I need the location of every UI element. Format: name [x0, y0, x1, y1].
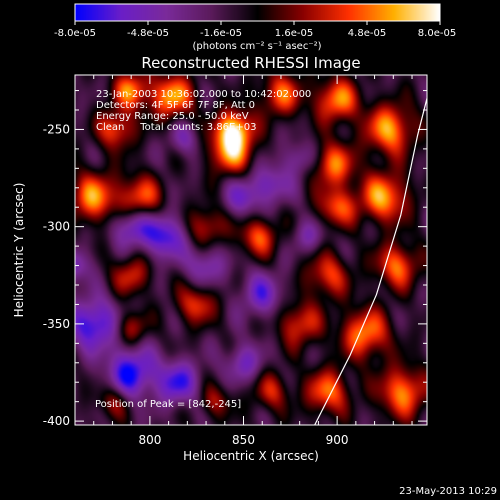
colorbar-ticks	[74, 21, 441, 25]
annotation-block: 23-Jan-2003 10:36:02.000 to 10:42:02.000…	[96, 89, 311, 133]
colorbar-gradient	[75, 4, 440, 21]
x-tick-label: 900	[326, 433, 349, 447]
x-tick-label: 850	[232, 433, 255, 447]
annotation-clean-counts: Clean Total counts: 3.86E+03	[96, 122, 256, 133]
annotation-detectors: Detectors: 4F 5F 6F 7F 8F, Att 0	[96, 100, 255, 111]
y-tick-label: -250	[43, 122, 70, 136]
heatmap-image	[75, 75, 427, 425]
colorbar-tick-label: -8.0e-05	[54, 28, 96, 39]
axis-ticks	[75, 75, 427, 425]
colorbar-tick-label: 8.0e-05	[418, 28, 456, 39]
colorbar-frame	[74, 3, 441, 22]
y-tick-label: -300	[43, 220, 70, 234]
annotation-energy-range: Energy Range: 25.0 - 50.0 keV	[96, 111, 249, 122]
colorbar-tick-label: -4.8e-05	[127, 28, 169, 39]
colorbar-tick-label: -1.6e-05	[200, 28, 242, 39]
colorbar-unit-label: (photons cm⁻² s⁻¹ asec⁻²)	[192, 41, 321, 52]
annotation-time-range: 23-Jan-2003 10:36:02.000 to 10:42:02.000	[96, 89, 311, 100]
y-tick-label: -400	[43, 414, 70, 428]
chart-title: Reconstructed RHESSI Image	[141, 54, 360, 72]
y-tick-label: -350	[43, 317, 70, 331]
colorbar-tick-label: 1.6e-05	[275, 28, 313, 39]
plot-frame	[74, 74, 428, 426]
x-axis-label: Heliocentric X (arcsec)	[183, 449, 319, 463]
colorbar: -8.0e-05 -4.8e-05 -1.6e-05 1.6e-05 4.8e-…	[54, 3, 456, 52]
date-stamp: 23-May-2013 10:29	[399, 486, 497, 497]
peak-position-label: Position of Peak = [842,-245]	[95, 399, 241, 410]
x-tick-label: 800	[138, 433, 161, 447]
colorbar-tick-label: 4.8e-05	[348, 28, 386, 39]
y-axis-label: Heliocentric Y (arcsec)	[12, 183, 26, 318]
